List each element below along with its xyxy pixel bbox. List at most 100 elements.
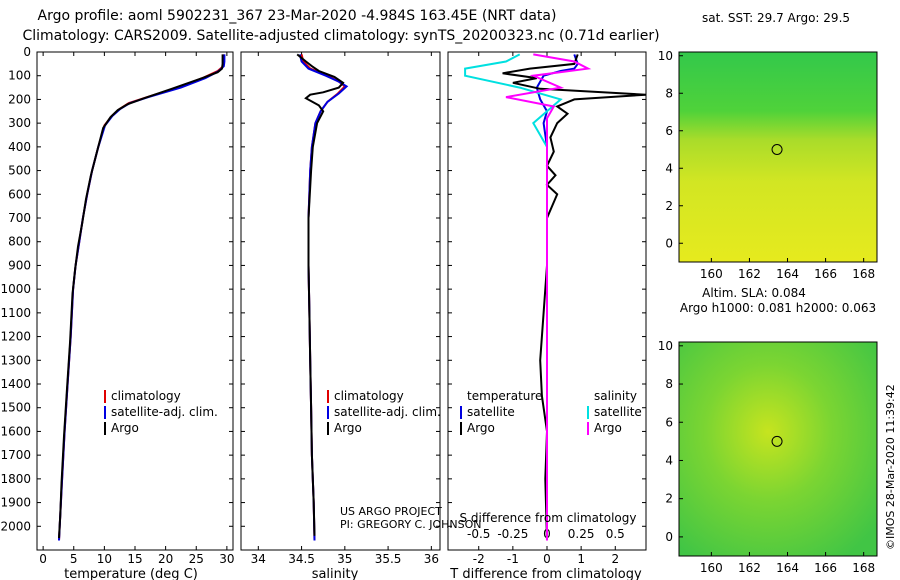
series-line-satellite-adj-clim-: [298, 54, 349, 541]
salinity-axis-label: salinity: [312, 567, 359, 580]
map-y-tick-label: 10: [658, 339, 673, 353]
legend-swatch-argo: [327, 422, 329, 435]
depth-tick-label: 1000: [0, 282, 31, 296]
series-line-satellite-adj-clim-: [58, 54, 226, 541]
depth-tick-label: 1100: [0, 306, 31, 320]
depth-tick-label: 1300: [0, 353, 31, 367]
depth-tick-label: 600: [8, 187, 31, 201]
panel-series-group: [296, 53, 349, 541]
x-tick-label: 35: [337, 552, 352, 566]
legend-label-argo: Argo: [334, 421, 362, 435]
legend-swatch-t-argo: [460, 422, 462, 435]
sla-map: [678, 341, 878, 557]
map-x-tick-label: 162: [738, 561, 761, 575]
figure-title-line2: Climatology: CARS2009. Satellite-adjuste…: [22, 28, 659, 44]
map-y-tick-label: 0: [665, 530, 673, 544]
map-y-tick-label: 8: [665, 377, 673, 391]
t-difference-axis-label: T difference from climatology: [449, 567, 642, 580]
sla-map-subtitle: Argo h1000: 0.081 h2000: 0.063: [680, 301, 876, 315]
depth-tick-label: 400: [8, 140, 31, 154]
secondary-x-tick-label: -0.5: [467, 527, 490, 541]
legend-label-climatology: climatology: [111, 389, 181, 403]
legend-label-satellite: satellite-adj. clim.: [334, 405, 441, 419]
salinity-legend: climatology satellite-adj. clim. Argo: [327, 389, 441, 435]
sst-map-float-marker: [771, 144, 783, 155]
x-axes: 0 5 10 15 20 25 30 34 34.5 35 35.5 36 -2 -1 0 1 2 -0.5 -0.…: [39, 52, 625, 566]
x-tick-label: -2: [473, 552, 485, 566]
x-tick-label: 5: [70, 552, 78, 566]
series-line-climatology: [300, 54, 347, 541]
map-y-tick-label: 10: [658, 49, 673, 63]
figure-title-line1: Argo profile: aoml 5902231_367 23-Mar-20…: [38, 8, 557, 24]
depth-tick-label: 0: [23, 45, 31, 59]
legend-heading-salinity: salinity: [594, 389, 637, 403]
difference-legend: temperature satellite Argo salinity sate…: [460, 389, 642, 435]
secondary-x-tick-label: 0.5: [606, 527, 625, 541]
sst-map-axes: 160 162 164 166 168 0 2 4 6 8 10: [658, 49, 875, 281]
credit-pi: PI: GREGORY C. JOHNSON: [340, 518, 481, 531]
map-y-tick-label: 6: [665, 415, 673, 429]
x-tick-label: 2: [611, 552, 619, 566]
map-x-tick-label: 166: [814, 267, 837, 281]
map-x-tick-label: 168: [852, 561, 875, 575]
x-tick-label: 10: [97, 552, 112, 566]
depth-tick-label: 1800: [0, 472, 31, 486]
legend-heading-temperature: temperature: [467, 389, 542, 403]
salinity-panel: [240, 51, 441, 551]
s-difference-axis-label: S difference from climatology: [460, 511, 637, 525]
panel-series-group: [58, 54, 226, 541]
depth-tick-label: 1600: [0, 424, 31, 438]
sst-map-title: sat. SST: 29.7 Argo: 29.5: [702, 11, 850, 25]
x-tick-label: 0: [543, 552, 551, 566]
series-line-argo: [296, 53, 345, 536]
depth-tick-label: 100: [8, 69, 31, 83]
legend-swatch-s-argo: [587, 422, 589, 435]
x-tick-label: 20: [158, 552, 173, 566]
depth-tick-label: 200: [8, 92, 31, 106]
depth-tick-label: 1900: [0, 496, 31, 510]
legend-swatch-s-satellite: [587, 406, 589, 419]
map-x-tick-label: 164: [776, 561, 799, 575]
x-tick-label: 36: [424, 552, 439, 566]
timestamp-stamp: ©IMOS 28-Mar-2020 11:39:42: [884, 384, 897, 550]
x-tick-label: 35.5: [375, 552, 402, 566]
legend-swatch-argo: [104, 422, 106, 435]
map-y-tick-label: 6: [665, 124, 673, 138]
depth-tick-label: 800: [8, 235, 31, 249]
map-y-tick-label: 0: [665, 236, 673, 250]
sst-map: [678, 51, 878, 263]
x-tick-label: 15: [127, 552, 142, 566]
depth-tick-label: 900: [8, 258, 31, 272]
x-tick-label: 30: [219, 552, 234, 566]
map-y-tick-label: 8: [665, 86, 673, 100]
depth-tick-label: 300: [8, 116, 31, 130]
x-tick-label: 0: [39, 552, 47, 566]
legend-label-s-argo: Argo: [594, 421, 622, 435]
depth-tick-label: 1200: [0, 330, 31, 344]
temperature-axis-label: temperature (deg C): [64, 567, 198, 580]
legend-swatch-climatology: [327, 390, 329, 403]
sst-map-field: [678, 51, 878, 263]
legend-label-t-satellite: satellite: [467, 405, 515, 419]
map-y-tick-label: 2: [665, 199, 673, 213]
series-line-climatology: [58, 54, 225, 541]
legend-swatch-climatology: [104, 390, 106, 403]
map-y-tick-label: 2: [665, 492, 673, 506]
secondary-x-tick-label: -0.25: [497, 527, 528, 541]
map-x-tick-label: 166: [814, 561, 837, 575]
sla-map-axes: 160 162 164 166 168 0 2 4 6 8 10: [658, 339, 875, 575]
depth-tick-label: 1700: [0, 448, 31, 462]
sla-map-float-marker: [771, 435, 783, 447]
panel-series-group: [464, 53, 646, 541]
series-line-argo: [58, 54, 224, 539]
map-x-tick-label: 168: [852, 267, 875, 281]
legend-swatch-satellite: [104, 406, 106, 419]
x-tick-label: -1: [507, 552, 519, 566]
temperature-legend: climatology satellite-adj. clim. Argo: [104, 389, 218, 435]
legend-label-argo: Argo: [111, 421, 139, 435]
map-y-tick-label: 4: [665, 453, 673, 467]
map-x-tick-label: 160: [700, 267, 723, 281]
legend-swatch-satellite: [327, 406, 329, 419]
legend-label-satellite: satellite-adj. clim.: [111, 405, 218, 419]
